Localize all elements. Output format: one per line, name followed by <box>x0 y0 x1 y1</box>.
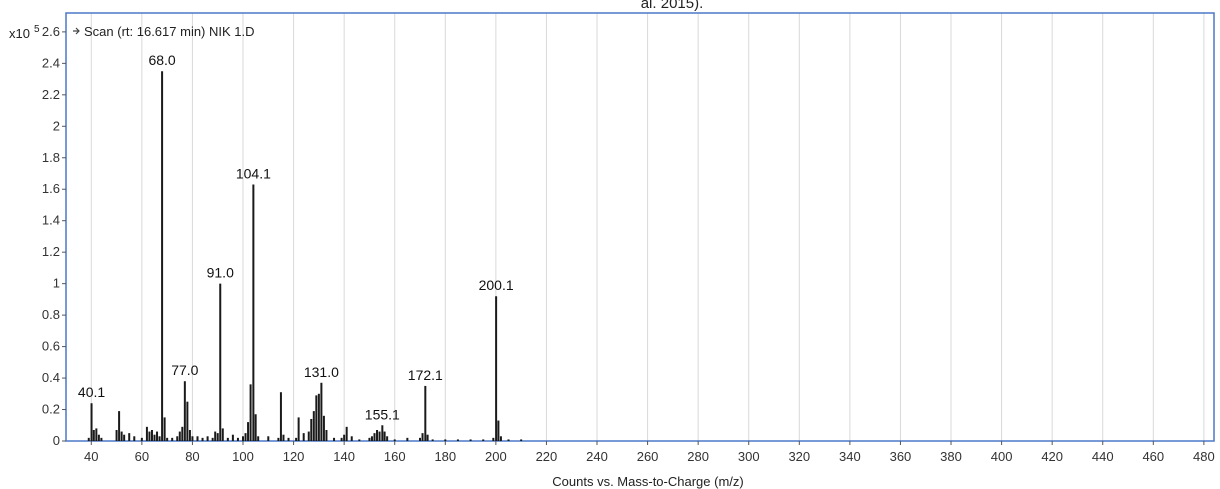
x-axis-title: Counts vs. Mass-to-Charge (m/z) <box>552 474 743 489</box>
x-tick-label: 480 <box>1193 449 1215 464</box>
peak-label: 155.1 <box>365 406 400 422</box>
x-tick-label: 180 <box>434 449 456 464</box>
x-tick-label: 300 <box>738 449 760 464</box>
x-tick-label: 200 <box>485 449 507 464</box>
peak-labels: 40.1 68.0 77.0 91.0 104.1 131.0 155.1 172.1 200.… <box>78 52 514 422</box>
peak-label: 131.0 <box>304 364 339 380</box>
x-tick-label: 40 <box>84 449 98 464</box>
x-tick-label: 320 <box>788 449 810 464</box>
x-tick-label: 100 <box>232 449 254 464</box>
y-tick-label: 2.2 <box>42 87 60 102</box>
y-tick-label: 1.8 <box>42 150 60 165</box>
x-tick-label: 220 <box>536 449 558 464</box>
y-tick-label: 1 <box>53 276 60 291</box>
spectrum-bars <box>87 71 523 441</box>
peak-label: 104.1 <box>236 166 271 182</box>
x-tick-label: 380 <box>940 449 962 464</box>
y-tick-label: 1.6 <box>42 181 60 196</box>
scan-header: Scan (rt: 16.617 min) NIK 1.D <box>73 24 255 39</box>
y-scale-label: x10 5 <box>9 24 40 41</box>
x-tick-label: 340 <box>839 449 861 464</box>
x-tick-label: 440 <box>1092 449 1114 464</box>
y-tick-label: 0.4 <box>42 370 60 385</box>
x-tick-label: 460 <box>1142 449 1164 464</box>
x-tick-label: 120 <box>283 449 305 464</box>
x-tick-label: 160 <box>384 449 406 464</box>
x-axis: 40 60 80 100 120 140 160 180 200 220 240 260 280 300 3… <box>84 441 1215 464</box>
y-tick-label: 2 <box>53 118 60 133</box>
peak-label: 40.1 <box>78 384 105 400</box>
peak-label: 172.1 <box>408 367 443 383</box>
y-axis: 0 0.2 0.4 0.6 0.8 1 1.2 1.4 1.6 1.8 2 2.2 2.4 2.6 <box>42 24 66 448</box>
x-tick-label: 60 <box>135 449 149 464</box>
x-tick-label: 80 <box>185 449 199 464</box>
peak-label: 77.0 <box>171 362 198 378</box>
scan-label: Scan (rt: 16.617 min) NIK 1.D <box>84 24 255 39</box>
x-tick-label: 400 <box>991 449 1013 464</box>
peak-label: 68.0 <box>148 52 175 68</box>
y-tick-label: 0.2 <box>42 402 60 417</box>
y-tick-label: 1.4 <box>42 213 60 228</box>
x-tick-label: 140 <box>333 449 355 464</box>
y-scale-exponent: 5 <box>34 24 40 35</box>
grid-lines <box>90 13 1205 441</box>
expand-arrow-icon <box>73 27 80 35</box>
peak-label: 91.0 <box>207 265 234 281</box>
x-tick-label: 240 <box>586 449 608 464</box>
x-tick-label: 360 <box>890 449 912 464</box>
x-tick-label: 260 <box>637 449 659 464</box>
x-tick-label: 280 <box>687 449 709 464</box>
y-tick-label: 1.2 <box>42 244 60 259</box>
plot-frame <box>65 12 1215 442</box>
y-tick-label: 2.4 <box>42 55 60 70</box>
x-tick-label: 420 <box>1041 449 1063 464</box>
peak-label: 200.1 <box>479 277 514 293</box>
y-tick-label: 0.8 <box>42 307 60 322</box>
y-scale-prefix: x10 <box>9 26 30 41</box>
caption-fragment: al. 2015). <box>641 0 704 12</box>
y-tick-label: 0 <box>53 433 60 448</box>
y-tick-label: 2.6 <box>42 24 60 39</box>
y-tick-label: 0.6 <box>42 339 60 354</box>
